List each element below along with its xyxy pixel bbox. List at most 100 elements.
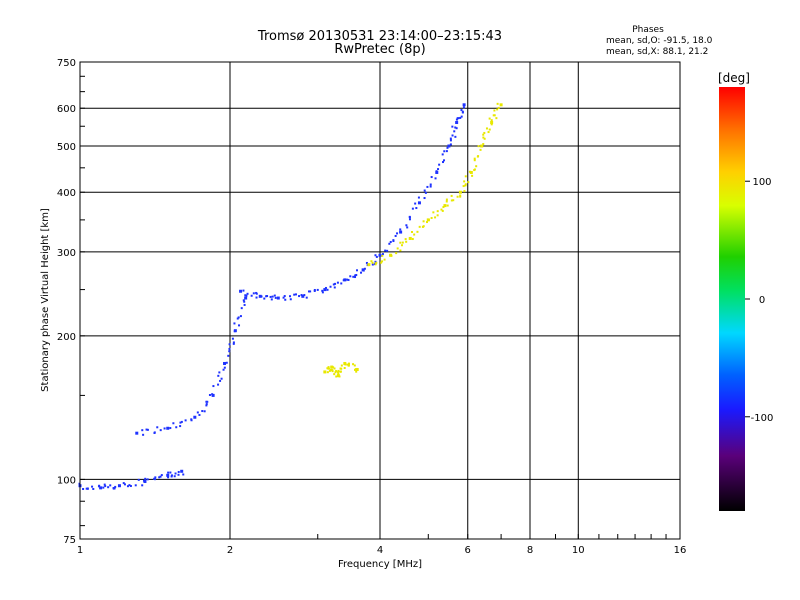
trace-dot — [388, 242, 391, 245]
trace-dot — [436, 214, 439, 217]
trace-dot — [347, 364, 350, 367]
trace-dot — [159, 475, 162, 478]
data-point — [166, 426, 170, 430]
trace-dot — [381, 254, 384, 257]
data-point — [447, 144, 451, 148]
trace-dot — [328, 369, 331, 372]
trace-dot — [460, 109, 463, 112]
trace-dot — [405, 224, 408, 227]
data-point — [323, 370, 327, 374]
trace-dot — [337, 372, 340, 375]
chart-subtitle: RwPretec (8p) — [334, 42, 425, 57]
trace-dot — [329, 285, 332, 288]
trace-dot — [449, 137, 452, 140]
trace-dot — [303, 294, 306, 297]
trace-dot — [273, 294, 276, 297]
trace-dot — [244, 294, 247, 297]
trace-dot — [196, 411, 199, 414]
data-point — [435, 170, 439, 174]
data-point — [462, 103, 466, 107]
trace-dot — [406, 226, 409, 229]
trace-dot — [339, 370, 342, 373]
trace-dot — [450, 199, 453, 202]
trace-dot — [346, 278, 349, 281]
trace-dot — [180, 420, 183, 423]
data-point — [336, 374, 340, 378]
trace-dot — [246, 292, 249, 295]
trace-dot — [355, 274, 358, 277]
trace-dot — [179, 421, 182, 424]
data-point — [499, 103, 503, 107]
trace-dot — [353, 364, 356, 367]
trace-dot — [362, 269, 365, 272]
trace-dot — [86, 487, 89, 490]
trace-dot — [225, 361, 228, 364]
trace-dot — [411, 238, 414, 241]
trace-dot — [154, 476, 157, 479]
trace-dot — [363, 267, 366, 270]
trace-dot — [321, 291, 324, 294]
grid-lines — [80, 62, 680, 539]
trace-dot — [141, 484, 144, 487]
trace-dot — [380, 261, 383, 264]
y-tick-label: 750 — [57, 58, 76, 69]
trace-dot — [443, 150, 446, 153]
trace-dot — [473, 169, 476, 172]
trace-dot — [437, 168, 440, 171]
trace-dot — [482, 136, 485, 139]
trace-dot — [169, 427, 172, 430]
trace-dot — [146, 428, 149, 431]
x-axis-ticks: 1 2 4 6 8 10 16 — [77, 534, 686, 556]
trace-dot — [383, 258, 386, 261]
colorbar-tick-label: 100 — [752, 177, 771, 188]
trace-dot — [436, 210, 439, 213]
trace-dot — [289, 298, 292, 301]
trace-dot — [205, 404, 208, 407]
trace-dot — [454, 135, 457, 138]
trace-dot — [414, 202, 417, 205]
trace-dot — [237, 316, 240, 319]
trace-dot — [177, 473, 180, 476]
data-point — [99, 486, 103, 490]
trace-dot — [316, 288, 319, 291]
trace-dot — [260, 295, 263, 298]
trace-dot — [255, 292, 258, 295]
trace-dot — [270, 298, 273, 301]
data-point — [343, 278, 347, 282]
trace-dot — [242, 299, 245, 302]
trace-dot — [153, 431, 156, 434]
trace-dot — [496, 108, 499, 111]
data-point — [143, 479, 147, 483]
trace-dot — [457, 117, 460, 120]
x-tick-label: 4 — [377, 545, 383, 556]
trace-dot — [355, 269, 358, 272]
trace-dot — [98, 484, 101, 487]
data-point — [166, 473, 170, 477]
trace-dot — [497, 106, 500, 109]
trace-dot — [218, 371, 221, 374]
trace-dot — [283, 295, 286, 298]
trace-dot — [327, 367, 330, 370]
trace-dot — [269, 295, 272, 298]
trace-dot — [332, 366, 335, 369]
trace-dot — [206, 400, 209, 403]
trace-dot — [355, 370, 358, 373]
trace-dot — [250, 294, 253, 297]
trace-dot — [434, 177, 437, 180]
trace-dot — [426, 185, 429, 188]
trace-dot — [450, 194, 453, 197]
trace-dot — [331, 370, 334, 373]
trace-dot — [289, 295, 292, 298]
trace-dot — [313, 289, 316, 292]
trace-dot — [220, 377, 223, 380]
trace-dot — [432, 211, 435, 214]
trace-dot — [282, 296, 285, 299]
trace-dot — [488, 117, 491, 120]
trace-dot — [441, 161, 444, 164]
trace-dot — [374, 254, 377, 257]
trace-dot — [240, 307, 243, 310]
trace-dot — [329, 368, 332, 371]
trace-dot — [126, 485, 129, 488]
trace-dot — [293, 293, 296, 296]
